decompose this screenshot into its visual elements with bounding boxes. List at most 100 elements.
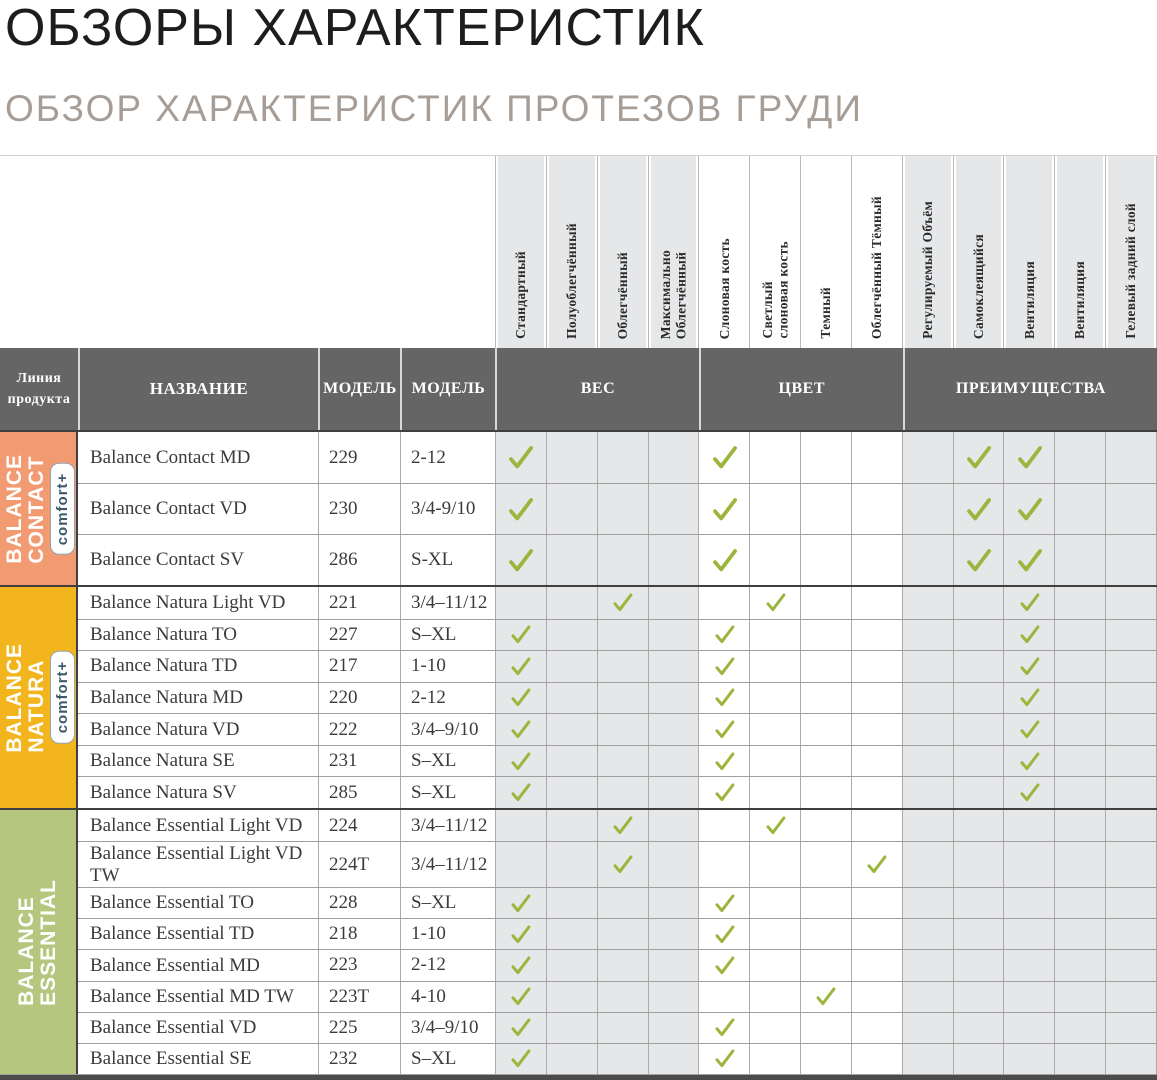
check-icon: [715, 956, 735, 975]
model-cell: 220: [318, 682, 400, 714]
rotated-column-header: Регулируемый Объём: [901, 156, 953, 348]
feature-cell: [952, 888, 1004, 919]
feature-cell: [647, 888, 699, 919]
product-row: Balance Essential Light VD TW 224T 3/4–11/…: [78, 841, 1157, 888]
product-row: Balance Contact VD 230 3/4-9/10: [78, 483, 1157, 534]
feature-cell: [698, 777, 750, 808]
feature-cell: [749, 777, 801, 808]
model-cell: 230: [318, 484, 400, 534]
feature-cell: [749, 682, 801, 714]
feature-cell: [1054, 842, 1106, 888]
feature-cell: [1003, 1012, 1055, 1043]
feature-cell: [952, 619, 1004, 651]
feature-cell: [1054, 1012, 1106, 1043]
feature-cell: [1054, 981, 1106, 1012]
section-divider-bar: [0, 1073, 1157, 1080]
feature-cell: [495, 950, 546, 981]
product-row: Balance Essential VD 225 3/4–9/10: [78, 1011, 1157, 1043]
feature-cell: [495, 981, 546, 1012]
feature-cell: [749, 809, 801, 842]
feature-cell: [1003, 619, 1055, 651]
feature-cell: [901, 432, 953, 483]
feature-cell: [952, 919, 1004, 950]
model-cell: 224: [318, 809, 400, 842]
feature-cell: [800, 619, 851, 651]
feature-cell: [1003, 777, 1055, 808]
feature-cell: [495, 745, 546, 777]
check-icon: [715, 657, 735, 675]
feature-cell: [850, 619, 902, 651]
feature-cell: [952, 981, 1004, 1012]
feature-cell: [1054, 432, 1106, 483]
product-name-cell: Balance Natura SE: [90, 750, 235, 772]
model-cell: 223: [318, 950, 400, 981]
feature-cell: [850, 777, 902, 808]
feature-cell: [545, 842, 597, 888]
feature-cell: [800, 888, 851, 919]
feature-cell: [1054, 587, 1106, 619]
check-icon: [1017, 497, 1042, 520]
feature-cell: [1105, 809, 1157, 842]
feature-cell: [647, 745, 699, 777]
feature-cell: [1054, 919, 1106, 950]
feature-cell: [952, 777, 1004, 808]
feature-cell: [800, 535, 851, 585]
feature-cell: [952, 535, 1004, 585]
feature-cell: [1054, 535, 1106, 585]
model-cell: 231: [318, 745, 400, 777]
feature-cell: [647, 587, 699, 619]
check-icon: [509, 446, 534, 469]
feature-cell: [749, 535, 801, 585]
feature-cell: [596, 1043, 648, 1074]
feature-cell: [800, 981, 851, 1012]
feature-cell: [698, 745, 750, 777]
feature-cell: [698, 950, 750, 981]
feature-cell: [800, 1012, 851, 1043]
feature-cell: [1003, 888, 1055, 919]
column-header-label: Самоклеящийся: [970, 233, 986, 339]
feature-cell: [1003, 484, 1055, 534]
feature-cell: [850, 587, 902, 619]
rotated-column-header: Полуоблегчённый: [545, 156, 597, 348]
model-cell: 217: [318, 651, 400, 682]
feature-cell: [1105, 535, 1157, 585]
feature-cell: [698, 432, 750, 483]
feature-cell: [749, 587, 801, 619]
check-icon: [712, 548, 737, 571]
feature-cell: [901, 682, 953, 714]
feature-cell: [1003, 745, 1055, 777]
product-row: Balance Contact SV 286 S-XL: [78, 534, 1157, 585]
feature-cell: [850, 1012, 902, 1043]
feature-cell: [749, 432, 801, 483]
feature-cell: [698, 809, 750, 842]
rotated-column-header: Светлый слоновая кость: [749, 156, 801, 348]
header-cell-product-line: Линия продукта: [7, 371, 71, 407]
feature-cell: [800, 1043, 851, 1074]
feature-cell: [749, 981, 801, 1012]
feature-cell: [1054, 777, 1106, 808]
feature-cell: [850, 809, 902, 842]
check-icon: [613, 816, 633, 835]
feature-cell: [952, 950, 1004, 981]
column-header-label: Слоновая кость: [716, 237, 732, 339]
check-icon: [766, 816, 786, 835]
product-name-cell: Balance Natura TO: [90, 623, 238, 645]
size-cell: 3/4–9/10: [400, 714, 495, 745]
feature-cell: [545, 745, 597, 777]
feature-cell: [850, 888, 902, 919]
group-rows: Balance Essential Light VD 224 3/4–11/12 Ba…: [78, 809, 1157, 1074]
product-row: Balance Natura TD 217 1-10: [78, 650, 1157, 682]
feature-cell: [901, 1043, 953, 1074]
feature-cell: [800, 809, 851, 842]
feature-cell: [901, 587, 953, 619]
feature-cell: [596, 619, 648, 651]
product-row: Balance Natura MD 220 2-12: [78, 681, 1157, 714]
check-icon: [511, 783, 531, 802]
product-row: Balance Essential SE 232 S–XL: [78, 1042, 1157, 1074]
feature-cell: [1105, 682, 1157, 714]
feature-cell: [901, 842, 953, 888]
check-icon: [766, 593, 786, 612]
header-cell-name: НАЗВАНИЕ: [78, 348, 318, 430]
feature-cell: [901, 484, 953, 534]
check-icon: [511, 657, 531, 675]
